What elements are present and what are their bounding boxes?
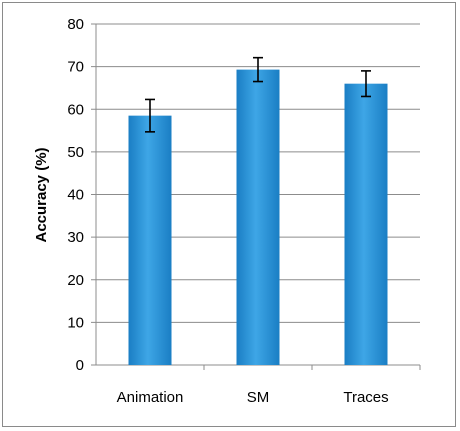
x-tick-label-traces: Traces [343,389,388,406]
x-tick-label-animation: Animation [117,389,184,406]
y-tick-label-60: 60 [67,101,84,118]
y-tick-label-80: 80 [67,16,84,33]
bar-traces [344,83,388,366]
bar-animation [128,115,172,365]
y-axis-label: Accuracy (%) [33,147,50,242]
error-bars [145,56,371,133]
y-tick-label-30: 30 [67,229,84,246]
y-tick-label-10: 10 [67,314,84,331]
y-tick-label-70: 70 [67,59,84,76]
y-tick-label-0: 0 [76,357,84,374]
y-tick-label-20: 20 [67,272,84,289]
y-tick-labels: 0 10 20 30 40 50 60 70 80 [67,16,84,374]
y-tick-label-40: 40 [67,187,84,204]
y-tick-label-50: 50 [67,144,84,161]
x-tick-labels: Animation SM Traces [117,365,421,406]
bars [128,69,388,366]
x-tick-label-sm: SM [247,389,270,406]
bar-sm [236,69,280,365]
